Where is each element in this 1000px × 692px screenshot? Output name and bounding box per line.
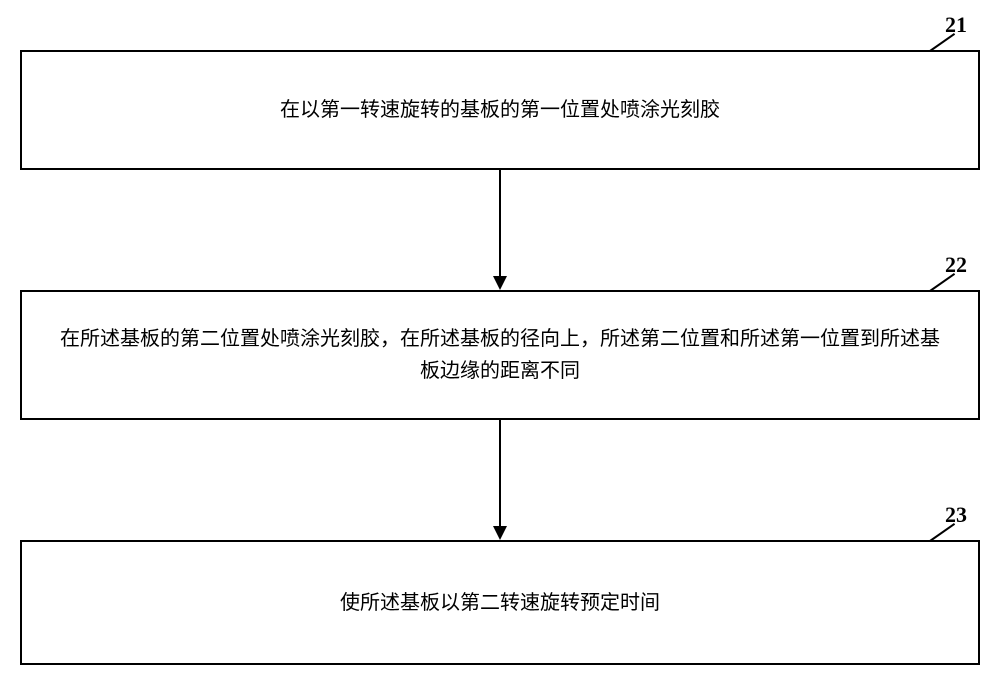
arrow-21-to-22	[499, 170, 501, 276]
flow-step-23: 使所述基板以第二转速旋转预定时间	[20, 540, 980, 665]
flow-step-22: 在所述基板的第二位置处喷涂光刻胶，在所述基板的径向上，所述第二位置和所述第一位置…	[20, 290, 980, 420]
arrow-22-to-23	[499, 420, 501, 526]
flow-step-22-label: 22	[945, 252, 967, 278]
arrow-head-22-to-23	[493, 526, 507, 540]
label-connector-22	[929, 273, 955, 292]
flow-step-23-label: 23	[945, 502, 967, 528]
flow-step-21-text: 在以第一转速旋转的基板的第一位置处喷涂光刻胶	[280, 94, 720, 126]
label-connector-21	[929, 33, 955, 52]
arrow-head-21-to-22	[493, 276, 507, 290]
flow-step-22-text: 在所述基板的第二位置处喷涂光刻胶，在所述基板的径向上，所述第二位置和所述第一位置…	[52, 323, 948, 387]
label-connector-23	[929, 523, 955, 542]
flow-step-21: 在以第一转速旋转的基板的第一位置处喷涂光刻胶	[20, 50, 980, 170]
flowchart-container: 在以第一转速旋转的基板的第一位置处喷涂光刻胶 21 在所述基板的第二位置处喷涂光…	[0, 0, 1000, 692]
flow-step-23-text: 使所述基板以第二转速旋转预定时间	[340, 587, 660, 619]
flow-step-21-label: 21	[945, 12, 967, 38]
